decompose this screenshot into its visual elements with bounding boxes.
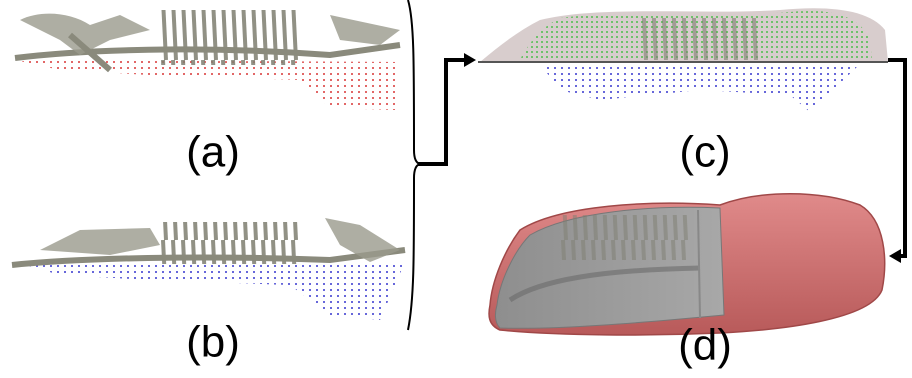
figure: (a) (b) (c) (d) [0,0,912,378]
connector-arrow [418,60,468,164]
panel-c-image [478,8,888,112]
panel-label: (c) [679,128,730,177]
panel-d-image [489,194,885,335]
panel-b-image [12,218,405,320]
arrowhead [464,53,476,67]
panel-label: (d) [678,321,732,370]
panel-label: (b) [186,318,240,367]
arrowhead [889,249,901,263]
connector-arrow [888,60,905,256]
panel-label: (a) [186,128,240,177]
panel-a-image [15,10,400,110]
